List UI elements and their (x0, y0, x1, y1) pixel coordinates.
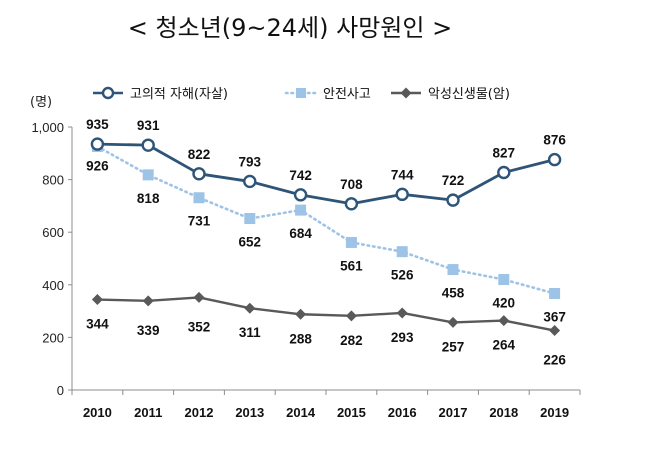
data-label-suicide: 935 (86, 117, 109, 132)
y-tick-label: 600 (42, 225, 64, 240)
x-tick-label: 2016 (388, 405, 417, 420)
data-label-suicide: 722 (442, 173, 465, 188)
y-axis-unit: (명) (30, 95, 52, 110)
y-tick-label: 200 (42, 330, 64, 345)
data-label-cancer: 344 (86, 317, 109, 332)
data-point-cancer (193, 291, 205, 303)
data-label-accident: 367 (543, 309, 566, 324)
data-label-suicide: 742 (289, 168, 312, 183)
data-label-suicide: 708 (340, 177, 363, 192)
data-point-accident (193, 192, 205, 204)
data-label-cancer: 257 (442, 339, 465, 354)
data-label-accident: 526 (391, 268, 414, 283)
legend-label: 악성신생물(암) (428, 87, 510, 102)
data-point-suicide (192, 167, 206, 181)
legend-item-cancer: 악성신생물(암) (391, 87, 510, 102)
data-label-suicide: 876 (543, 133, 566, 148)
data-point-cancer (91, 294, 103, 306)
legend-marker (296, 88, 306, 98)
data-label-cancer: 264 (493, 338, 516, 353)
data-point-cancer (498, 315, 510, 327)
chart-title: < 청소년(9~24세) 사망원인 > (128, 14, 452, 42)
data-point-suicide (395, 187, 409, 202)
data-label-cancer: 339 (137, 323, 160, 338)
series-line-accident (96, 145, 556, 295)
data-label-accident: 420 (493, 296, 516, 311)
data-label-cancer: 352 (188, 319, 211, 334)
legend-marker (400, 87, 412, 99)
data-label-cancer: 226 (543, 353, 566, 368)
x-tick-label: 2017 (439, 405, 468, 420)
x-tick-label: 2019 (540, 405, 569, 420)
legend-item-accident: 안전사고 (284, 87, 371, 102)
x-tick-label: 2018 (489, 405, 518, 420)
data-point-accident (244, 213, 256, 225)
legend-label: 고의적 자해(자살) (130, 87, 228, 102)
x-tick-label: 2010 (83, 405, 112, 420)
data-point-accident (447, 264, 459, 276)
x-tick-label: 2012 (185, 405, 214, 420)
data-point-cancer (549, 325, 561, 337)
data-label-cancer: 311 (239, 325, 261, 340)
x-tick-label: 2013 (235, 405, 264, 420)
data-point-cancer (142, 295, 154, 307)
data-label-suicide: 822 (188, 147, 211, 162)
data-point-suicide (446, 193, 460, 207)
data-point-suicide (90, 137, 105, 151)
data-point-accident (345, 236, 357, 248)
data-label-accident: 652 (239, 235, 262, 250)
data-point-cancer (244, 302, 256, 314)
data-point-accident (142, 169, 154, 181)
data-point-suicide (497, 165, 511, 180)
legend-marker (101, 86, 115, 100)
data-label-cancer: 293 (391, 330, 414, 345)
data-label-cancer: 288 (289, 331, 312, 346)
y-tick-label: 400 (42, 278, 64, 293)
data-point-suicide (243, 174, 257, 189)
data-label-suicide: 827 (493, 145, 516, 160)
series-line-suicide (97, 142, 555, 206)
series-line-cancer (97, 296, 555, 332)
data-point-cancer (447, 316, 459, 328)
data-label-accident: 458 (442, 286, 465, 301)
legend-item-suicide: 고의적 자해(자살) (93, 86, 228, 102)
legend-label: 안전사고 (323, 87, 371, 102)
data-label-suicide: 744 (391, 167, 414, 182)
y-tick-label: 1,000 (31, 120, 64, 135)
x-tick-label: 2015 (337, 405, 366, 420)
data-label-suicide: 931 (137, 118, 160, 133)
x-tick-label: 2011 (134, 405, 162, 420)
x-tick-label: 2014 (286, 405, 316, 420)
data-point-cancer (295, 308, 307, 320)
data-point-cancer (396, 307, 408, 319)
data-label-suicide: 793 (239, 154, 262, 169)
data-label-accident: 561 (340, 258, 363, 273)
data-point-accident (396, 246, 408, 258)
data-label-accident: 818 (137, 191, 160, 206)
data-point-suicide (344, 197, 359, 211)
data-point-suicide (141, 138, 155, 152)
y-tick-label: 0 (57, 383, 64, 398)
data-point-accident (549, 287, 561, 299)
data-label-accident: 731 (188, 214, 211, 229)
data-label-cancer: 282 (340, 333, 363, 348)
data-point-accident (498, 274, 510, 286)
data-point-accident (295, 204, 307, 216)
data-point-suicide (547, 152, 562, 167)
y-tick-label: 800 (42, 173, 64, 188)
data-point-cancer (345, 310, 357, 322)
data-point-suicide (293, 188, 308, 202)
data-label-accident: 926 (86, 158, 109, 173)
data-label-accident: 684 (289, 226, 312, 241)
